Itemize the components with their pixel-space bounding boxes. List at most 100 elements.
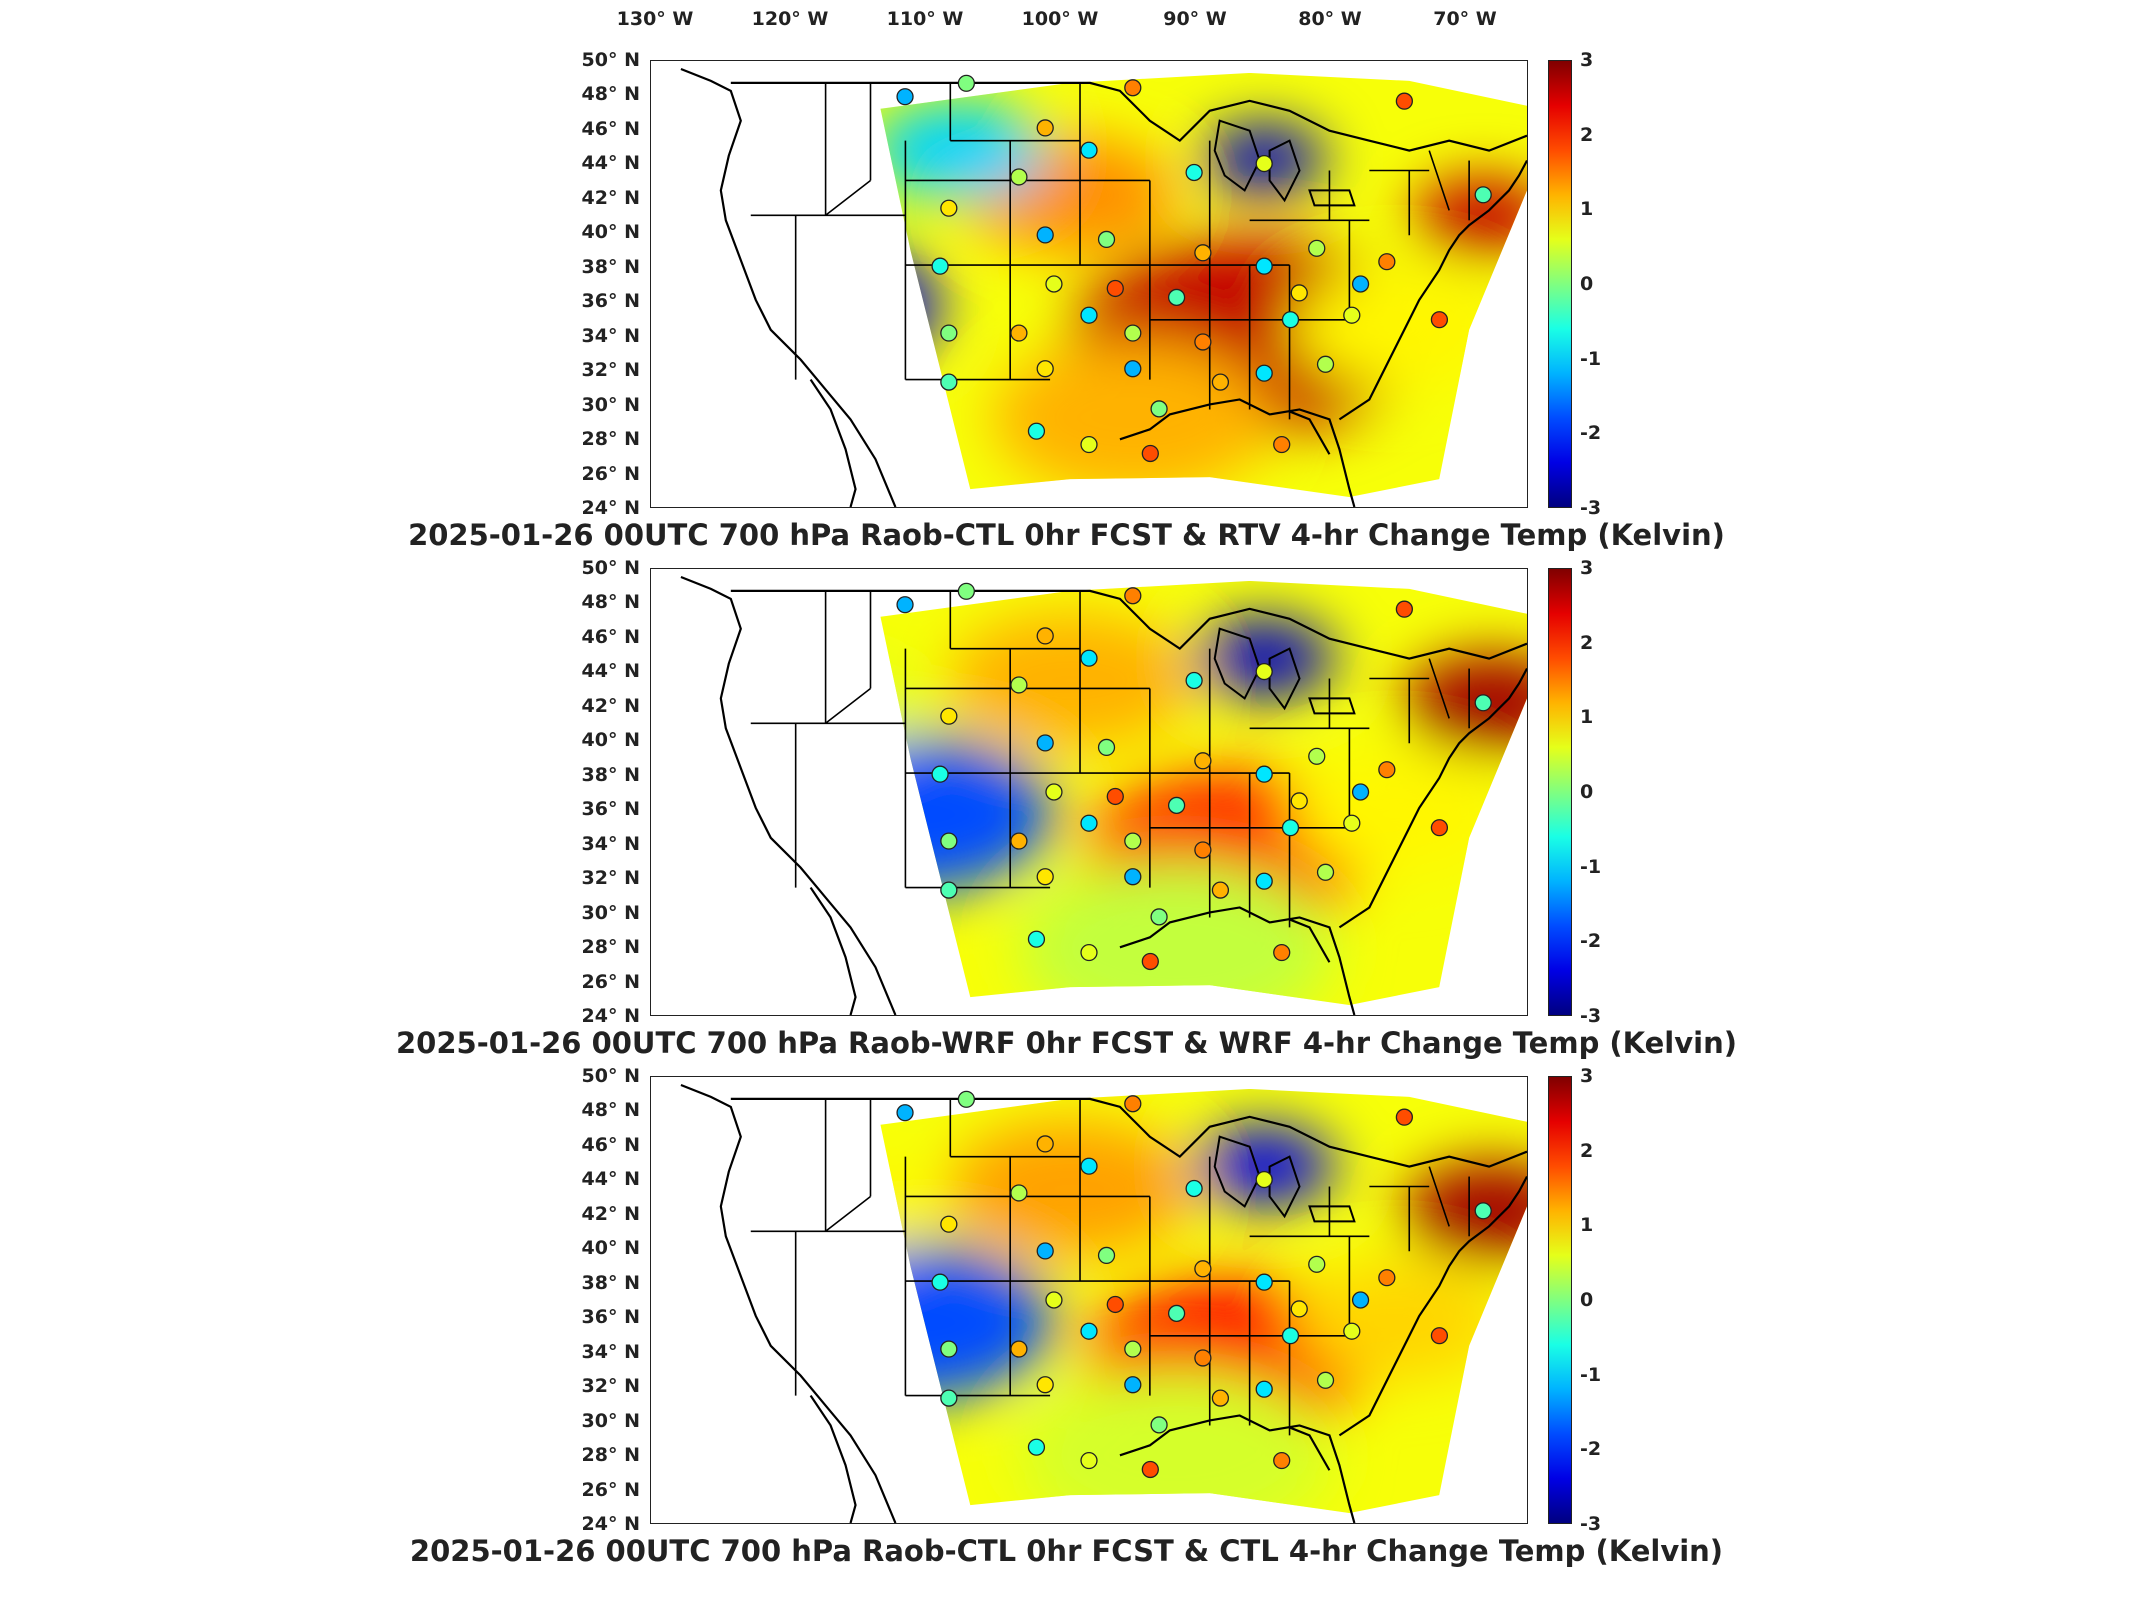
raob-station-marker: [1010, 676, 1028, 694]
colorbar-tick-label: 2: [1580, 123, 1594, 146]
raob-station-marker: [1474, 694, 1492, 712]
raob-station-marker: [1255, 872, 1273, 890]
colorbar-tick-label: 3: [1580, 557, 1594, 579]
raob-station-marker: [1290, 792, 1308, 810]
lat-label: 48° N: [581, 83, 640, 106]
raob-station-marker: [1281, 311, 1300, 329]
lat-label: 48° N: [581, 1099, 640, 1122]
lat-label: 24° N: [581, 1513, 640, 1535]
lat-label: 32° N: [581, 867, 640, 890]
raob-station-marker: [931, 765, 949, 783]
lat-label: 40° N: [581, 1237, 640, 1260]
lat-label: 24° N: [581, 497, 640, 519]
raob-station-marker: [1395, 92, 1413, 110]
raob-station-marker: [1141, 1460, 1159, 1479]
lat-label: 40° N: [581, 729, 640, 752]
lat-label: 26° N: [581, 462, 640, 485]
lat-label: 28° N: [581, 428, 640, 451]
lon-label: 90° W: [1163, 8, 1227, 30]
raob-station-marker: [1343, 306, 1361, 324]
raob-station-marker: [1255, 1273, 1273, 1291]
raob-station-marker: [896, 88, 914, 106]
colorbar-tick-label: 2: [1580, 631, 1594, 654]
lat-label: 28° N: [581, 1444, 640, 1467]
panel-title: 2025-01-26 00UTC 700 hPa Raob-CTL 0hr FC…: [409, 1534, 1724, 1568]
lat-label: 38° N: [581, 255, 640, 278]
raob-station-marker: [1045, 275, 1063, 293]
state-boundaries: [680, 575, 1527, 1015]
raob-station-marker: [1194, 1349, 1212, 1367]
raob-station-marker: [1474, 1202, 1492, 1220]
colorbar-tick-label: -1: [1580, 347, 1602, 370]
lat-label: 42° N: [581, 1202, 640, 1225]
lat-label: 50° N: [581, 557, 640, 579]
lat-label: 34° N: [581, 1340, 640, 1363]
lat-label: 32° N: [581, 1375, 640, 1398]
lat-label: 46° N: [581, 117, 640, 140]
raob-station-marker: [1343, 814, 1361, 832]
raob-station-marker: [1080, 1157, 1098, 1175]
raob-station-marker: [1027, 930, 1046, 948]
raob-station-marker: [1255, 364, 1273, 382]
raob-station-marker: [1010, 1184, 1028, 1202]
colorbar-tick-label: -3: [1580, 1513, 1602, 1535]
lat-label: 44° N: [581, 1168, 640, 1191]
temperature-map: [650, 60, 1528, 508]
lat-label: 30° N: [581, 1409, 640, 1432]
colorbar: [1548, 568, 1572, 1016]
raob-station-marker: [1045, 1291, 1063, 1309]
colorbar-tick-label: 3: [1580, 1065, 1594, 1087]
lon-label: 120° W: [751, 8, 829, 30]
colorbar-tick-label: -2: [1580, 1438, 1602, 1461]
colorbar-tick-label: -1: [1580, 1363, 1602, 1386]
raob-station-marker: [1185, 671, 1203, 690]
lat-label: 26° N: [581, 1478, 640, 1501]
raob-station-marker: [1273, 943, 1291, 962]
raob-station-marker: [940, 373, 958, 391]
raob-station-marker: [1080, 141, 1098, 159]
raob-station-marker: [1167, 796, 1186, 814]
raob-station-marker: [1097, 230, 1116, 249]
raob-station-marker: [957, 582, 975, 600]
raob-station-marker: [1351, 1291, 1370, 1309]
raob-station-marker: [1124, 832, 1142, 850]
raob-station-marker: [1194, 333, 1212, 351]
colorbar-tick-label: 0: [1580, 1289, 1594, 1311]
colorbar-tick-label: 1: [1580, 1214, 1594, 1237]
colorbar-tick-label: -2: [1580, 422, 1602, 445]
colorbar-tick-label: -3: [1580, 1005, 1602, 1027]
lat-label: 42° N: [581, 186, 640, 209]
raob-station-marker: [1211, 881, 1230, 899]
raob-station-marker: [940, 707, 958, 725]
colorbar-tick-label: 1: [1580, 198, 1594, 221]
raob-station-marker: [1308, 747, 1326, 765]
lat-label: 36° N: [581, 290, 640, 313]
lon-label: 70° W: [1433, 8, 1497, 30]
raob-stations: [896, 582, 1492, 971]
lat-label: 30° N: [581, 901, 640, 924]
raob-station-marker: [1308, 1255, 1326, 1273]
state-boundaries: [680, 67, 1527, 507]
latitude-axis: 50° N 48° N 46° N 44° N 42° N 40° N 38° N 36° N…: [560, 1065, 640, 1535]
raob-station-marker: [1080, 1451, 1098, 1470]
colorbar-ticks: 3 2 1 0 -1 -2 -3: [1580, 557, 1620, 1027]
raob-station-marker: [1124, 1376, 1142, 1394]
colorbar-tick-label: 2: [1580, 1139, 1594, 1162]
lat-label: 48° N: [581, 591, 640, 614]
raob-station-marker: [1351, 783, 1370, 801]
raob-station-marker: [1343, 1322, 1361, 1340]
raob-station-marker: [1106, 1295, 1124, 1314]
raob-station-marker: [1141, 952, 1159, 971]
lat-label: 32° N: [581, 359, 640, 382]
longitude-axis: 130° W 120° W 110° W 100° W 90° W 80° W 70° W: [0, 0, 2133, 40]
raob-station-marker: [1036, 226, 1054, 244]
raob-station-marker: [1124, 868, 1142, 886]
raob-station-marker: [1150, 1416, 1168, 1434]
raob-station-marker: [1124, 1340, 1142, 1358]
raob-station-marker: [1281, 1327, 1300, 1345]
raob-station-marker: [1010, 1340, 1028, 1358]
raob-station-marker: [1273, 1451, 1291, 1470]
lat-label: 26° N: [581, 970, 640, 993]
temperature-map: [650, 1076, 1528, 1524]
lon-label: 130° W: [616, 8, 694, 30]
